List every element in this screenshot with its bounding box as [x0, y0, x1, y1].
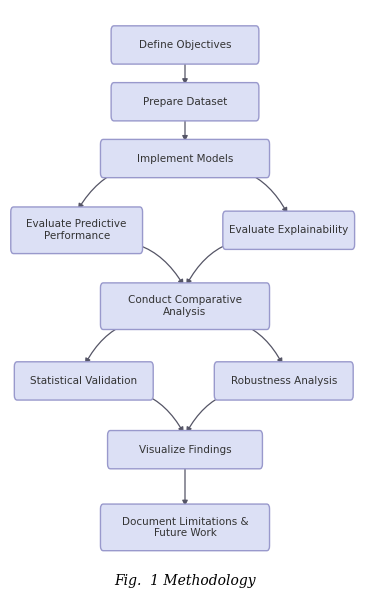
FancyBboxPatch shape [111, 82, 259, 121]
Text: Evaluate Explainability: Evaluate Explainability [229, 225, 348, 235]
FancyBboxPatch shape [101, 140, 269, 178]
Text: Document Limitations &
Future Work: Document Limitations & Future Work [122, 517, 248, 538]
FancyBboxPatch shape [223, 211, 354, 249]
Text: Robustness Analysis: Robustness Analysis [231, 376, 337, 386]
FancyBboxPatch shape [11, 207, 142, 254]
FancyBboxPatch shape [108, 431, 262, 469]
Text: Fig.  1 Methodology: Fig. 1 Methodology [114, 574, 256, 588]
FancyBboxPatch shape [214, 362, 353, 400]
FancyBboxPatch shape [101, 283, 269, 329]
Text: Define Objectives: Define Objectives [139, 40, 231, 50]
FancyBboxPatch shape [111, 26, 259, 64]
Text: Evaluate Predictive
Performance: Evaluate Predictive Performance [27, 220, 127, 241]
FancyBboxPatch shape [14, 362, 153, 400]
Text: Visualize Findings: Visualize Findings [139, 445, 231, 454]
FancyBboxPatch shape [101, 504, 269, 551]
Text: Statistical Validation: Statistical Validation [30, 376, 137, 386]
Text: Conduct Comparative
Analysis: Conduct Comparative Analysis [128, 295, 242, 317]
Text: Prepare Dataset: Prepare Dataset [143, 97, 227, 107]
Text: Implement Models: Implement Models [137, 154, 233, 163]
